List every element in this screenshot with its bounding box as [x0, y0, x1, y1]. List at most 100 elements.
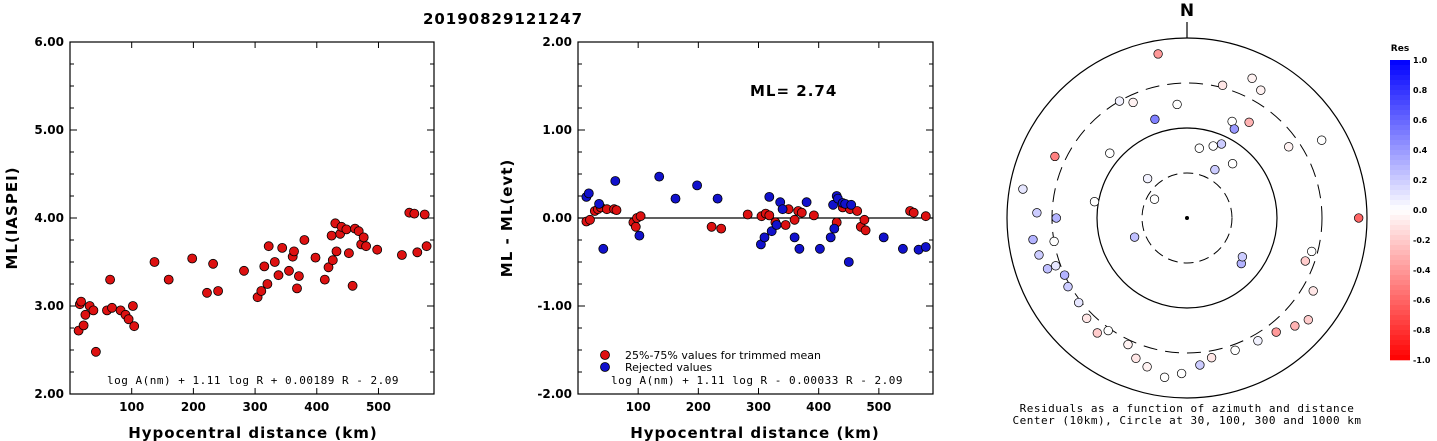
y-axis-label-2: ML - ML(evt)	[498, 159, 516, 277]
colorbar-tick-label: -1.0	[1413, 356, 1431, 365]
colorbar-cell	[1390, 115, 1410, 121]
colorbar-cell	[1390, 190, 1410, 196]
data-point	[843, 257, 854, 267]
colorbar-cell	[1390, 95, 1410, 101]
colorbar-cell	[1390, 330, 1410, 336]
data-point	[815, 243, 825, 254]
station-residual-point	[1208, 141, 1218, 151]
colorbar-cell	[1390, 130, 1410, 136]
formula-1: log A(nm) + 1.11 log R + 0.00189 R - 2.0…	[107, 374, 399, 387]
colorbar-cell	[1390, 325, 1410, 331]
data-point	[78, 320, 89, 331]
station-residual-point	[1150, 114, 1160, 124]
station-residual-point	[1142, 173, 1153, 184]
data-point	[860, 225, 871, 236]
colorbar-cell	[1390, 90, 1410, 96]
y-tick-label: 2.00	[542, 35, 572, 49]
ring-100km	[1096, 127, 1278, 309]
data-point	[239, 265, 249, 276]
colorbar-cell	[1390, 345, 1410, 351]
colorbar-cell	[1390, 100, 1410, 106]
data-point	[91, 346, 101, 357]
data-point	[809, 210, 819, 221]
data-point	[396, 250, 407, 260]
colorbar-cell	[1390, 245, 1410, 251]
data-point	[771, 220, 782, 230]
station-residual-point	[1194, 143, 1204, 153]
station-residual-point	[1074, 297, 1084, 308]
colorbar-tick-label: 0.0	[1413, 206, 1428, 215]
data-point	[670, 193, 681, 204]
colorbar-cell	[1390, 210, 1410, 216]
station-residual-point	[1103, 325, 1113, 336]
data-point	[780, 220, 791, 230]
station-residual-point	[1051, 261, 1061, 271]
data-point	[299, 235, 310, 245]
data-point	[846, 199, 857, 210]
x-tick-label: 400	[304, 400, 329, 414]
legend-label-rejected: Rejected values	[625, 361, 712, 374]
data-point	[202, 287, 212, 298]
station-residual-point	[1050, 151, 1060, 162]
colorbar-cell	[1390, 275, 1410, 281]
colorbar-cell	[1390, 200, 1410, 206]
data-point	[611, 205, 622, 216]
station-residual-point	[1354, 213, 1364, 223]
data-point	[794, 243, 805, 254]
station-residual-point	[1237, 252, 1248, 262]
residual-vs-distance-chart: 100 200 300 400 500 -2.00 -1.00 0.00 1.00 2.00 ML…	[498, 35, 934, 441]
x-tick-label: 200	[181, 400, 206, 414]
colorbar-cell	[1390, 355, 1410, 361]
station-residual-point	[1131, 353, 1141, 363]
data-point	[263, 241, 274, 252]
colorbar-cell	[1390, 65, 1410, 71]
colorbar-cell	[1390, 310, 1410, 316]
colorbar-tick-label: -0.2	[1413, 236, 1431, 245]
station-residual-point	[1172, 99, 1182, 110]
colorbar-cell	[1390, 215, 1410, 221]
data-point	[292, 283, 302, 294]
colorbar-cell	[1390, 135, 1410, 141]
station-residual-point	[1082, 313, 1092, 323]
data-point	[310, 252, 321, 263]
colorbar-cell	[1390, 320, 1410, 326]
station-residual-point	[1128, 97, 1138, 108]
data-point	[256, 286, 267, 296]
legend-label-trimmed: 25%-75% values for trimmed mean	[625, 349, 821, 362]
data-point	[920, 242, 931, 252]
data-point	[127, 301, 138, 311]
data-point	[284, 265, 294, 276]
data-point	[610, 176, 621, 186]
station-residual-point	[1307, 246, 1317, 257]
polar-caption-1: Residuals as a function of azimuth and d…	[1020, 402, 1355, 415]
data-point	[825, 232, 836, 243]
station-residual-point	[1129, 232, 1140, 242]
station-residual-point	[1317, 135, 1327, 145]
station-residual-point	[1042, 264, 1053, 274]
colorbar-cell	[1390, 285, 1410, 291]
station-residual-point	[1284, 142, 1294, 152]
colorbar-title: Res	[1391, 44, 1409, 54]
data-point	[361, 241, 372, 252]
data-point	[412, 247, 423, 258]
colorbar-tick-label: 0.6	[1413, 116, 1428, 125]
station-residual-point	[1051, 213, 1061, 223]
data-point	[347, 280, 358, 291]
data-point	[585, 214, 595, 225]
data-point	[293, 271, 304, 282]
data-point	[878, 232, 889, 243]
colorbar-cell	[1390, 85, 1410, 91]
ring-30km	[1141, 172, 1233, 264]
station-residual-point	[1105, 148, 1115, 158]
data-point	[343, 248, 354, 259]
data-point	[327, 255, 338, 266]
station-residual-point	[1114, 96, 1125, 106]
data-point	[269, 257, 280, 267]
data-point	[583, 188, 594, 199]
data-point	[859, 214, 870, 225]
data-point	[259, 261, 270, 272]
station-residual-point	[1059, 270, 1070, 280]
data-point	[277, 242, 288, 253]
formula-2: log A(nm) + 1.11 log R - 0.00033 R - 2.0…	[611, 374, 903, 387]
figure-title: 20190829121247	[423, 10, 583, 28]
